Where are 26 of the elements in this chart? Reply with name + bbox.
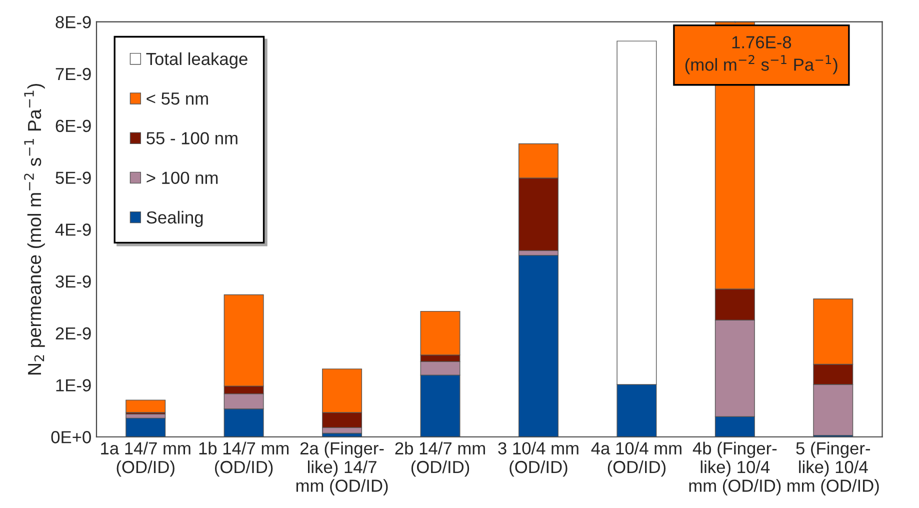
annotation: 1.76E-8 (mol m$^{−2}$ s$^{−1}$ Pa$^{−1}$) [685,36,838,74]
legend-label: Total leakage [146,52,248,69]
y-tick-label: 8E-9 [56,16,91,28]
bar [518,254,558,437]
y-tick-label: 5E-9 [56,172,91,184]
y-tick-label: 4E-9 [55,224,91,236]
legend-label: < 55 nm [146,92,208,105]
legend-label: > 100 nm [146,172,218,184]
legend-label: Sealing [146,210,203,228]
x-tick-label: 1a 14/7 mm (OD/ID) [101,442,190,477]
x-tick-label: 5 (Finger- like) 10/4 mm (OD/ID) [788,442,879,496]
x-tick-label: 3 10/4 mm (OD/ID) [498,442,578,477]
y-tick-label: 0E+0 [51,431,91,444]
x-tick-label: 2a (Finger- like) 14/7 mm (OD/ID) [296,442,388,496]
x-tick-label: 2b 14/7 mm (OD/ID) [395,442,485,477]
x-tick-label: 1b 14/7 mm (OD/ID) [199,442,289,477]
y-tick-label: 2E-9 [56,327,91,340]
y-tick-label: 3E-9 [56,275,91,288]
x-tick-label: 4b (Finger- like) 10/4 mm (OD/ID) [689,442,781,496]
y-tick-label: 1E-9 [56,379,91,392]
y-tick-label: 6E-9 [56,120,91,132]
text: N$_{2}$ permeance (mol m$^{−2}$ s$^{−1}$ Pa$^{−1}$) [24,84,45,374]
y-tick-label: 7E-9 [56,68,91,80]
x-tick-label: 4a 10/4 mm (OD/ID) [591,442,682,477]
legend-label: 55 - 100 nm [146,132,238,144]
bar [126,418,166,437]
